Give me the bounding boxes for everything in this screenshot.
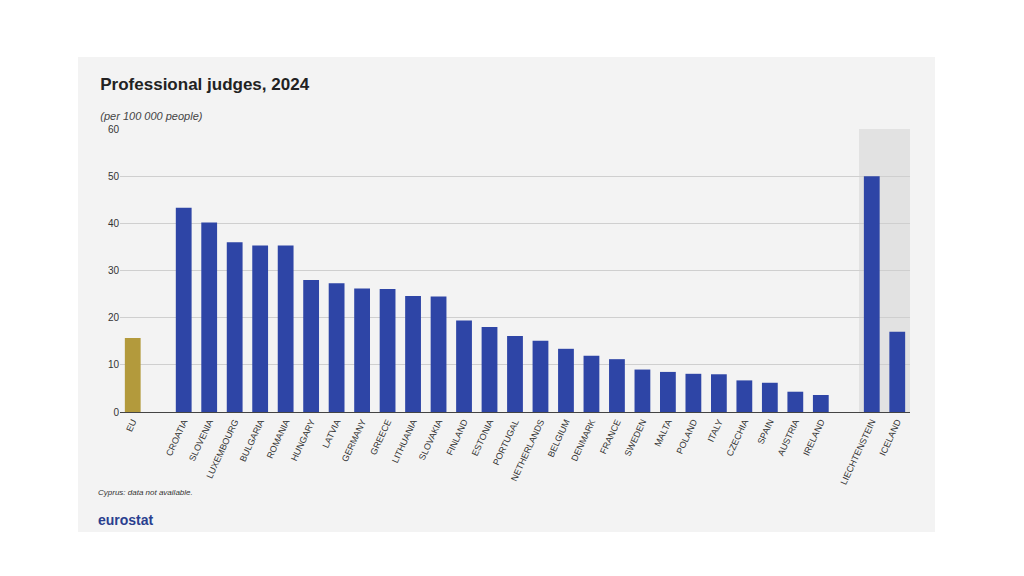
svg-text:EU: EU bbox=[124, 418, 138, 434]
svg-text:LIECHTENSTEIN: LIECHTENSTEIN bbox=[839, 418, 878, 487]
svg-text:10: 10 bbox=[108, 359, 120, 370]
svg-text:LATVIA: LATVIA bbox=[321, 418, 343, 450]
svg-text:ICELAND: ICELAND bbox=[878, 417, 904, 457]
svg-text:MALTA: MALTA bbox=[653, 418, 674, 448]
svg-text:SWEDEN: SWEDEN bbox=[623, 418, 649, 458]
svg-text:AUSTRIA: AUSTRIA bbox=[776, 418, 802, 458]
svg-text:SLOVENIA: SLOVENIA bbox=[187, 418, 215, 463]
svg-text:ESTONIA: ESTONIA bbox=[470, 418, 496, 458]
svg-text:Cyprus: data not available.: Cyprus: data not available. bbox=[98, 488, 193, 497]
svg-text:IRELAND: IRELAND bbox=[801, 417, 827, 457]
svg-text:BULGARIA: BULGARIA bbox=[238, 418, 266, 463]
svg-text:0: 0 bbox=[113, 407, 119, 418]
svg-text:Professional judges, 2024: Professional judges, 2024 bbox=[100, 75, 309, 94]
svg-text:50: 50 bbox=[108, 171, 120, 182]
svg-text:FINLAND: FINLAND bbox=[445, 417, 471, 457]
svg-text:ROMANIA: ROMANIA bbox=[265, 418, 292, 460]
svg-text:GERMANY: GERMANY bbox=[340, 418, 368, 463]
svg-text:POLAND: POLAND bbox=[675, 417, 700, 455]
svg-text:HUNGARY: HUNGARY bbox=[289, 418, 317, 463]
svg-text:LUXEMBOURG: LUXEMBOURG bbox=[204, 418, 240, 480]
svg-text:30: 30 bbox=[108, 265, 120, 276]
svg-text:BELGIUM: BELGIUM bbox=[546, 418, 572, 459]
svg-text:NETHERLANDS: NETHERLANDS bbox=[509, 418, 546, 483]
svg-text:eurostat: eurostat bbox=[98, 512, 154, 528]
svg-text:DENMARK: DENMARK bbox=[569, 418, 597, 463]
svg-text:40: 40 bbox=[108, 218, 120, 229]
svg-text:PORTUGAL: PORTUGAL bbox=[491, 418, 521, 467]
svg-text:GREECE: GREECE bbox=[368, 418, 393, 457]
svg-text:SLOVAKIA: SLOVAKIA bbox=[417, 418, 445, 462]
svg-text:60: 60 bbox=[108, 124, 120, 135]
svg-text:FRANCE: FRANCE bbox=[598, 418, 623, 456]
svg-text:ITALY: ITALY bbox=[706, 418, 725, 444]
svg-text:CROATIA: CROATIA bbox=[164, 418, 190, 458]
svg-text:(per 100 000 people): (per 100 000 people) bbox=[100, 110, 202, 122]
svg-text:CZECHIA: CZECHIA bbox=[724, 418, 750, 458]
svg-text:SPAIN: SPAIN bbox=[756, 418, 776, 446]
svg-text:LITHUANIA: LITHUANIA bbox=[390, 418, 419, 465]
svg-text:20: 20 bbox=[108, 312, 120, 323]
